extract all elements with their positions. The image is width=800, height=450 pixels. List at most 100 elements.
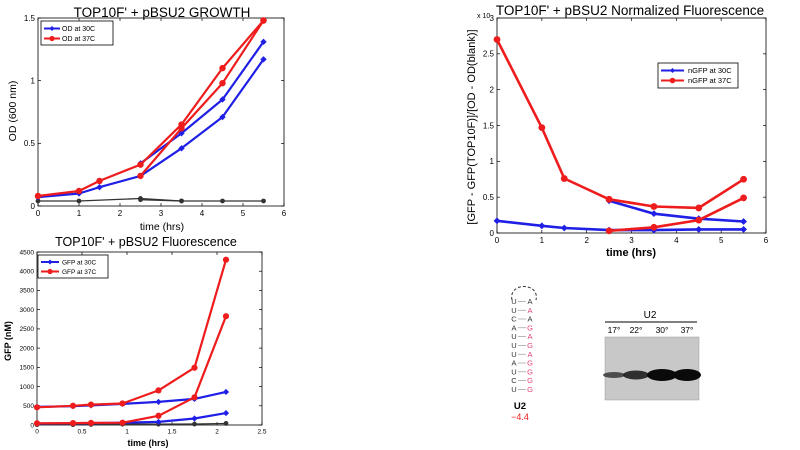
- hairpin-base-right: A: [527, 350, 532, 359]
- legend-gfp-37c: GFP at 37C: [62, 269, 97, 276]
- data-point: [260, 56, 267, 63]
- data-point: [96, 177, 103, 185]
- data-point: [740, 194, 747, 202]
- data-point: [222, 409, 230, 417]
- y-tick-label: 0: [31, 202, 36, 211]
- x-tick-label: 1: [540, 236, 545, 245]
- hairpin-base-left: C: [511, 315, 517, 324]
- hairpin-base-right: A: [527, 306, 532, 315]
- normalized-chart-legend: nGFP at 30C nGFP at 37C: [657, 62, 739, 89]
- data-point: [75, 187, 83, 195]
- x-tick-label: 5: [241, 209, 246, 218]
- hairpin-base-right: A: [527, 297, 532, 306]
- chart-2-series: [33, 256, 230, 428]
- data-point: [695, 204, 703, 212]
- fluorescence-chart: 0 0.5 1 1.5 2 2.5 0 500 1000 1500 2000 2500 3000 3500…: [3, 235, 267, 448]
- gel-title: U2: [644, 310, 657, 321]
- data-point: [560, 224, 568, 232]
- data-point: [650, 210, 658, 218]
- gel-lanes: 17° 22° 30° 37°: [603, 325, 701, 381]
- chart-2-axes: 0 0.5 1 1.5 2 2.5 0 500 1000 1500 2000 2500 3000 3500…: [20, 249, 267, 435]
- hairpin-loop: [511, 286, 537, 301]
- series-line: [139, 19, 265, 177]
- normalized-chart-xlabel: time (hrs): [606, 247, 656, 259]
- data-point: [119, 400, 126, 407]
- plot-area: [496, 17, 767, 234]
- normalized-chart-ylabel: [GFP - GFP(TOP10F)]/[OD - OD(blank)]: [466, 29, 478, 224]
- x-tick-label: 2.5: [257, 429, 266, 436]
- data-point: [261, 198, 266, 204]
- data-point: [695, 226, 703, 233]
- gel-blot: [604, 336, 700, 401]
- data-point: [87, 401, 95, 408]
- gel-band: [603, 372, 625, 378]
- y-tick-label: 0.5: [24, 139, 36, 148]
- data-point: [155, 398, 162, 406]
- normalized-chart-title: TOP10F' + pBSU2 Normalized Fluorescence: [496, 3, 764, 18]
- y-tick-label: 1.5: [483, 121, 495, 130]
- data-point: [740, 218, 747, 225]
- y-tick-label: 2000: [20, 345, 35, 352]
- y-tick-label: 4500: [20, 249, 35, 256]
- data-point: [191, 415, 198, 422]
- growth-chart-title: TOP10F' + pBSU2 GROWTH: [74, 5, 251, 20]
- data-point: [191, 364, 198, 371]
- x-tick-label: 0: [36, 209, 41, 218]
- data-point: [260, 38, 267, 46]
- data-point: [605, 195, 613, 203]
- y-tick-label: 500: [23, 403, 34, 410]
- normalized-fluorescence-chart: 0 1 2 3 4 5 6 0 0.5 1 1.5 2 2.5 3 TOP10F' + pBSU2 Nor…: [466, 3, 769, 259]
- series-line: [608, 196, 745, 233]
- data-point: [222, 256, 230, 263]
- chart-0-axes: 0 1 2 3 4 5 6 0 0.5 1 1.5: [24, 14, 287, 218]
- data-point: [222, 313, 230, 320]
- chart-1-series: [493, 36, 747, 235]
- hairpin-base-left: U: [511, 297, 516, 306]
- hairpin-name: U2: [514, 401, 526, 412]
- data-point: [219, 79, 226, 87]
- fluorescence-chart-ylabel: GFP (nM): [3, 321, 13, 361]
- data-point: [96, 184, 103, 191]
- series-line: [608, 199, 744, 223]
- data-point: [219, 64, 226, 72]
- data-point: [137, 172, 144, 180]
- data-point: [223, 421, 229, 426]
- x-tick-label: 5: [719, 236, 724, 245]
- series-line: [140, 199, 182, 202]
- hairpin-base-right: G: [527, 341, 533, 350]
- chart-1-axes: 0 1 2 3 4 5 6 0 0.5 1 1.5 2 2.5 3: [483, 14, 769, 245]
- data-point: [192, 421, 197, 427]
- data-point: [179, 198, 184, 204]
- data-point: [69, 419, 77, 427]
- x-tick-label: 4: [674, 236, 679, 245]
- y-tick-label: 2: [490, 85, 495, 94]
- x-tick-label: 2: [118, 209, 123, 218]
- x-tick-label: 0.5: [77, 429, 86, 436]
- data-point: [220, 198, 225, 204]
- data-point: [222, 388, 230, 396]
- fluorescence-chart-xlabel: time (hrs): [127, 438, 168, 448]
- legend-ngfp-37c: nGFP at 37C: [688, 76, 732, 85]
- data-point: [605, 227, 613, 235]
- data-point: [538, 124, 546, 132]
- hairpin-energy: −4.4: [511, 412, 529, 422]
- gel-band: [623, 370, 649, 380]
- data-point: [34, 192, 42, 200]
- hairpin-base-right: G: [527, 385, 533, 394]
- x-tick-label: 1: [125, 429, 129, 436]
- hairpin-base-right: G: [527, 359, 533, 368]
- hairpin-base-left: U: [511, 341, 516, 350]
- growth-chart-legend: OD at 30C OD at 37C: [40, 20, 114, 46]
- hairpin-base-right: G: [527, 376, 533, 385]
- growth-chart: 0 1 2 3 4 5 6 0 0.5 1 1.5 TOP10F' + pBSU2 GROWTH O…: [7, 5, 287, 233]
- x-tick-label: 2: [584, 236, 589, 245]
- data-point: [178, 145, 185, 152]
- data-point: [493, 36, 501, 43]
- legend-od-37c: OD at 37C: [62, 36, 95, 43]
- data-point: [69, 402, 77, 409]
- x-tick-label: 3: [629, 236, 634, 245]
- hairpin-base-left: U: [511, 350, 516, 359]
